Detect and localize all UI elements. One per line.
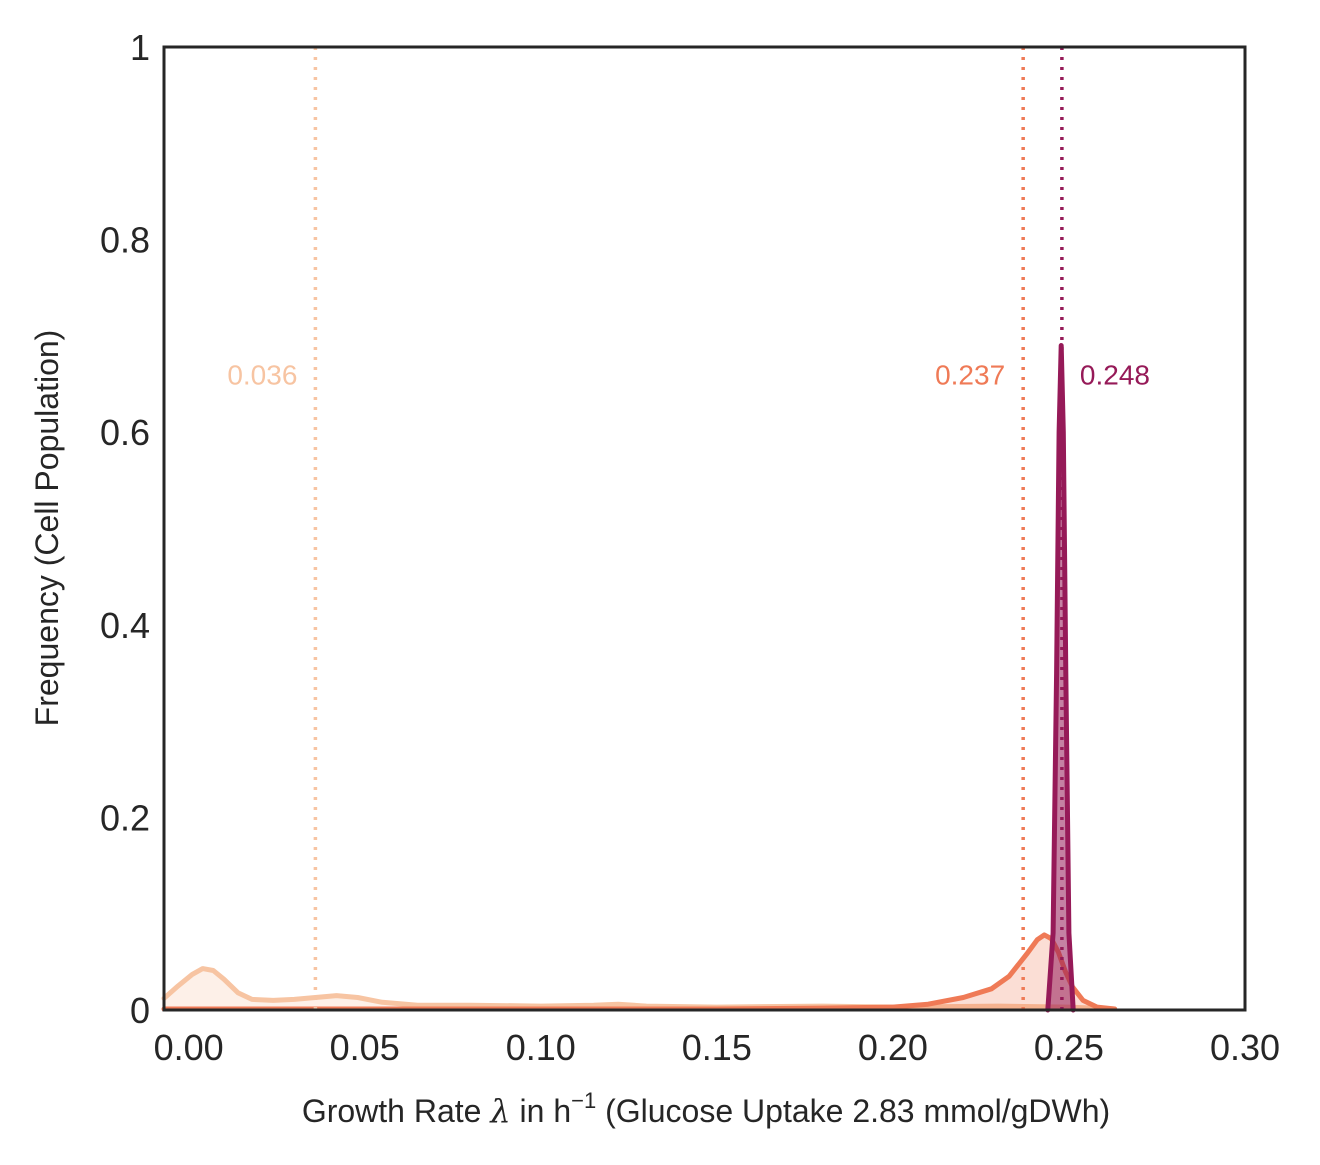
y-tick-label-1: 0.2 — [100, 797, 150, 838]
density-curve-3 — [1045, 343, 1076, 1013]
x-axis-label-suffix: (Glucose Uptake 2.83 mmol/gDWh) — [596, 1093, 1110, 1129]
mean-label-3: 0.248 — [1080, 359, 1150, 390]
y-tick-label-4: 0.8 — [100, 220, 150, 261]
y-tick-label-0: 0 — [130, 990, 150, 1031]
plot-area-frame — [162, 45, 1247, 1012]
x-axis-label: Growth Rate λ in h−1 (Glucose Uptake 2.8… — [302, 1088, 1110, 1130]
x-tick-label-1: 0.05 — [330, 1027, 400, 1068]
y-tick-label-5: 1 — [130, 27, 150, 68]
mean-label-1: 0.036 — [227, 359, 297, 390]
x-axis-label-lambda-symbol: λ — [488, 1092, 510, 1130]
x-tick-label-3: 0.15 — [682, 1027, 752, 1068]
y-tick-label-3: 0.6 — [100, 412, 150, 453]
density-area-2 — [164, 934, 1115, 1010]
x-tick-label-4: 0.20 — [858, 1027, 928, 1068]
x-tick-label-6: 0.30 — [1210, 1027, 1280, 1068]
y-tick-label-2: 0.4 — [100, 605, 150, 646]
x-tick-label-0: 0.00 — [154, 1027, 224, 1068]
y-axis-ticks: 0 0.2 0.4 0.6 0.8 1 — [100, 27, 150, 1031]
x-tick-label-5: 0.25 — [1034, 1027, 1104, 1068]
x-axis-ticks: 0.00 0.05 0.10 0.15 0.20 0.25 0.30 — [154, 1027, 1280, 1068]
x-tick-label-2: 0.10 — [506, 1027, 576, 1068]
mean-label-2: 0.237 — [935, 359, 1005, 390]
y-axis-label: Frequency (Cell Population) — [29, 330, 65, 727]
mean-lines-layer: 0.036 0.237 0.248 — [227, 47, 1150, 1010]
x-axis-label-unit: in h — [511, 1093, 571, 1129]
density-area-1 — [164, 968, 1115, 1010]
x-axis-label-prefix: Growth Rate — [302, 1093, 491, 1129]
x-axis-label-exponent: −1 — [571, 1088, 596, 1113]
